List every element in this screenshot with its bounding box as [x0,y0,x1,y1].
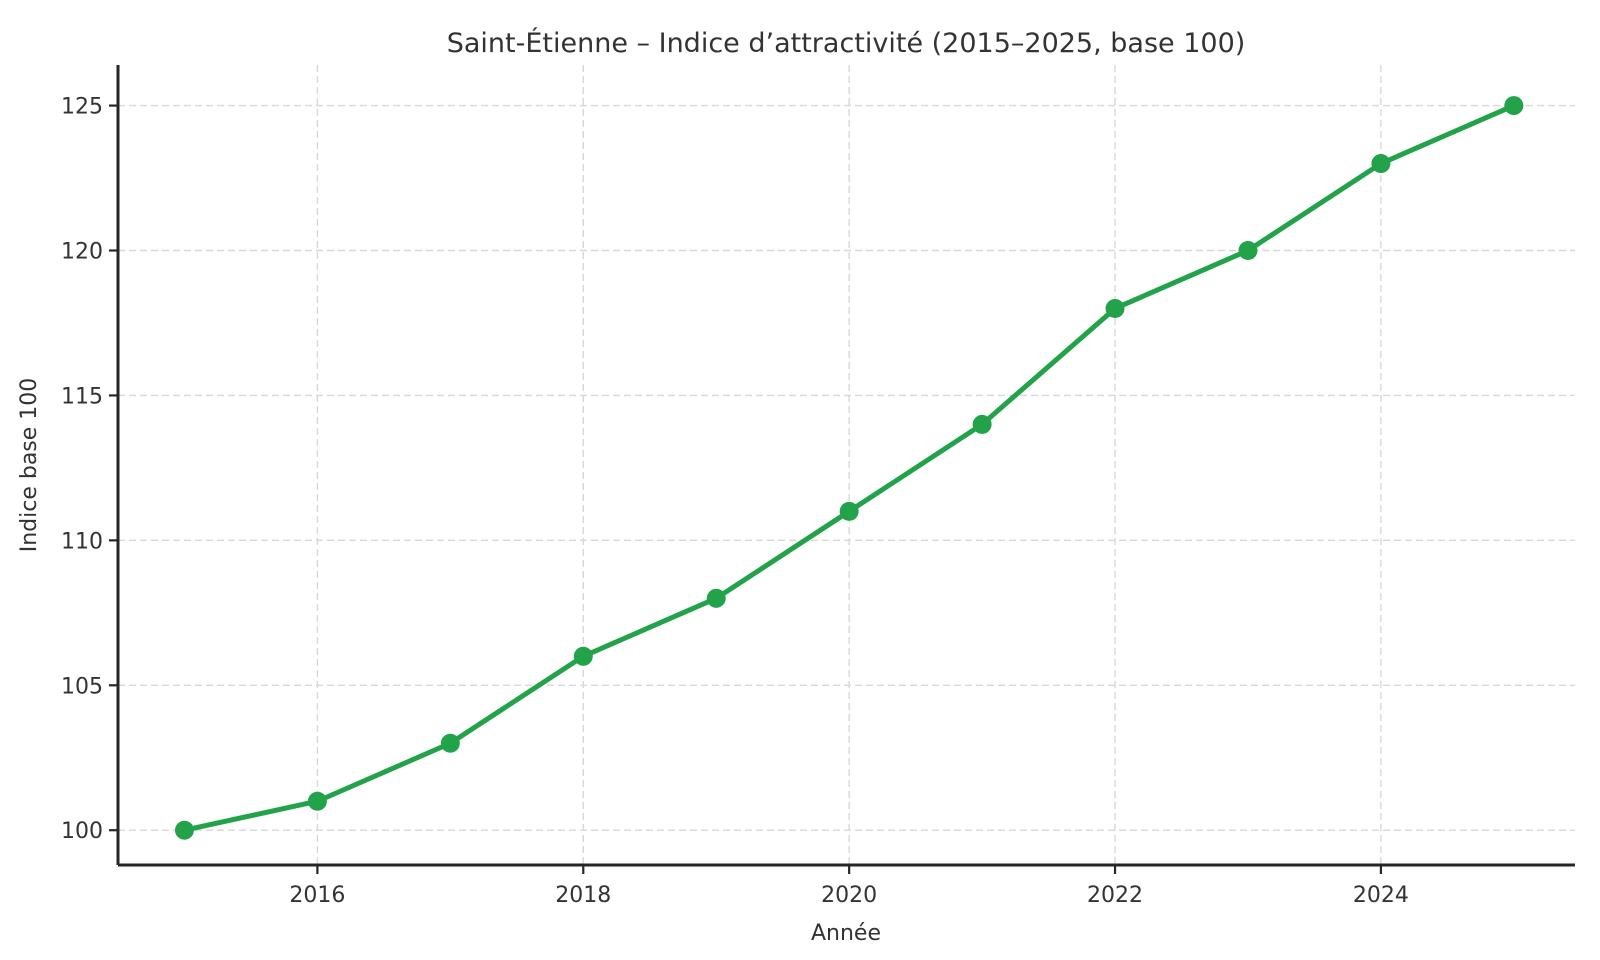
data-series [174,96,1524,840]
x-tick-label: 2020 [821,883,877,908]
axes [116,65,1575,867]
y-tick-label: 100 [61,819,103,844]
y-tick-label: 115 [61,384,103,409]
data-point [1105,298,1125,318]
x-tick-label: 2022 [1087,883,1143,908]
x-tick-label: 2016 [289,883,345,908]
y-axis-label: Indice base 100 [17,378,42,553]
data-point [440,733,460,753]
data-point [1238,241,1258,261]
y-tick-label: 105 [61,674,103,699]
y-tick-label: 125 [61,95,103,120]
y-tick-label: 120 [61,240,103,265]
data-point [1371,154,1391,174]
x-tick-label: 2024 [1353,883,1409,908]
data-point [174,820,194,840]
data-point [1504,96,1524,116]
grid-lines [118,65,1575,865]
data-point [706,588,726,608]
data-point [972,414,992,434]
data-point [307,791,327,811]
tick-labels: 2016 2018 2020 2022 2024 100 105 110 115 120 125 [61,95,1409,908]
y-tick-label: 110 [61,529,103,554]
chart-title: Saint-Étienne – Indice d’attractivité (2… [447,27,1246,59]
data-point [573,646,593,666]
data-point [839,501,859,521]
x-axis-label: Année [811,921,881,946]
x-tick-label: 2018 [555,883,611,908]
tick-marks [109,104,1383,874]
